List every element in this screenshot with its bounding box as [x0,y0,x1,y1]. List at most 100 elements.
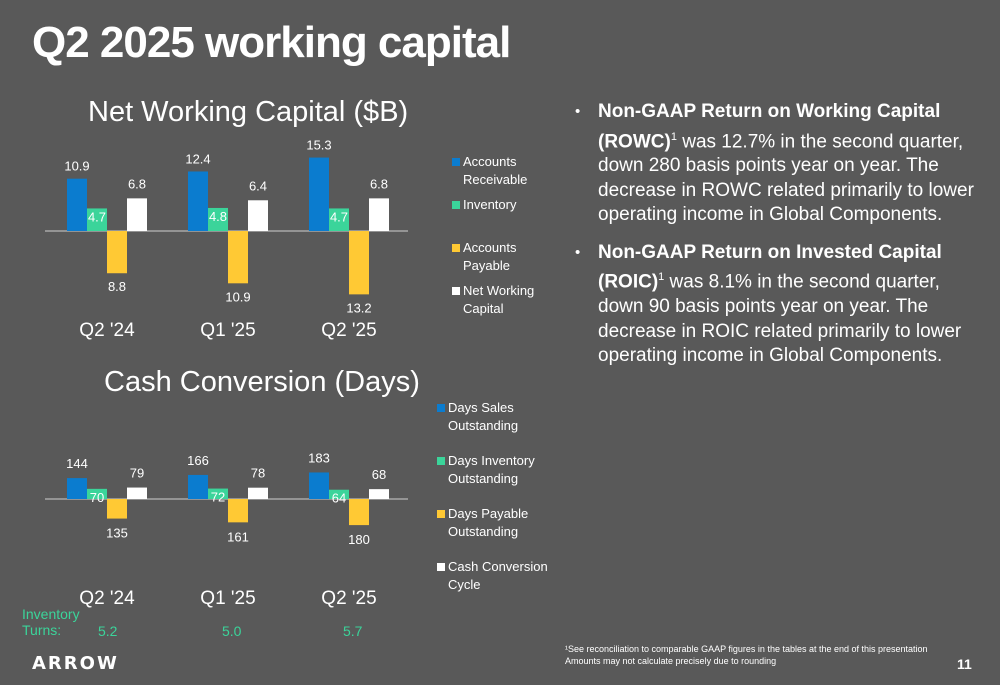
data-label: 4.8 [209,209,227,224]
data-label: 4.7 [330,209,348,224]
data-label: 15.3 [306,138,331,153]
bar [369,489,389,499]
data-label: 4.7 [88,209,106,224]
legend-item: Days Inventory Outstanding [437,452,552,505]
bar [208,488,228,499]
data-label: 166 [187,453,209,468]
bullet-text: Non-GAAP Return on Working Capital (ROWC… [598,100,975,228]
legend-swatch [452,158,460,166]
legend-item: Days Payable Outstanding [437,505,552,558]
category-label: Q2 '25 [321,320,376,341]
bullet-text: Non-GAAP Return on Invested Capital (ROI… [598,241,975,369]
legend-label: Net Working Capital [463,283,535,316]
bullet-heading: Non-GAAP Return on Working Capital (ROWC… [598,101,941,152]
bullet-dot-icon: • [575,243,581,261]
nwc-chart: 10.9 4.7 8.8 6.8 Q2 '24 12.4 4.8 10.9 6.4 Q1 '25 1… [45,138,408,341]
bullet-body: was 8.1% in the second quarter, down 90 … [598,271,962,367]
bar [228,231,248,284]
data-label: 13.2 [346,300,371,315]
bullet-heading: Non-GAAP Return on Invested Capital (ROI… [598,241,942,293]
bullet-item: • Non-GAAP Return on Working Capital (RO… [575,100,975,228]
nwc-legend: Accounts Receivable Inventory Accounts P… [452,153,562,325]
bar [228,499,248,523]
data-label: 10.9 [225,289,250,304]
legend-item: Accounts Payable [452,239,562,282]
footnote-marker: 1 [658,271,665,284]
bullet-item: • Non-GAAP Return on Invested Capital (R… [575,241,975,369]
legend-label: Accounts Receivable [463,154,528,187]
data-label: 64 [332,491,346,506]
data-label: 144 [66,456,88,471]
data-label: 6.8 [370,176,388,191]
legend-item: Cash Conversion Cycle [437,558,552,611]
nwc-chart-title: Net Working Capital ($B) [88,96,409,128]
inventory-turns-value: 5.0 [222,623,242,639]
inventory-turns-label: Inventory Turns: [22,606,80,638]
bar [107,499,127,519]
legend-swatch [437,404,445,412]
ccc-chart-title: Cash Conversion (Days) [104,366,420,398]
bar [309,472,329,499]
bar [87,488,107,499]
data-label: 10.9 [64,159,89,174]
bar [127,198,147,231]
legend-item: Inventory [452,196,562,239]
data-label: 78 [251,466,265,481]
bar [349,499,369,526]
data-label: 70 [90,490,104,505]
legend-item: Accounts Receivable [452,153,562,196]
footnote-marker: 1 [670,130,677,143]
legend-item: Days Sales Outstanding [437,399,552,452]
legend-swatch [437,457,445,465]
legend-label: Days Inventory Outstanding [448,453,535,486]
bullet-dot-icon: • [575,103,581,120]
footnote-line: Amounts may not calculate precisely due … [565,656,777,666]
data-label: 68 [372,467,386,482]
category-label: Q1 '25 [200,588,255,609]
bar [188,474,208,499]
legend-swatch [437,563,445,571]
category-label: Q2 '24 [79,320,135,341]
ccc-chart: 144 70 135 79 Q2 '24 166 72 161 78 Q1 '25 183 64 180… [45,450,408,609]
bullet-body: was 12.7% in the second quarter, down 28… [598,130,974,226]
bullet-list: • Non-GAAP Return on Working Capital (RO… [575,100,975,382]
bar [87,208,107,231]
data-label: 79 [130,466,144,481]
legend-label: Accounts Payable [463,240,517,273]
data-label: 183 [308,450,330,465]
legend-label: Cash Conversion Cycle [448,559,548,592]
bar [127,487,147,499]
logo-text: ARROW [32,653,119,674]
bar [329,208,349,231]
legend-swatch [452,287,460,295]
bar [188,171,208,231]
legend-swatch [452,244,460,252]
data-label: 6.8 [128,176,146,191]
bar [329,489,349,499]
slide-title: Q2 2025 working capital [32,18,511,67]
legend-swatch [437,510,445,518]
bar [369,198,389,231]
bar [67,178,87,231]
ccc-legend: Days Sales Outstanding Days Inventory Ou… [437,399,552,611]
data-label: 135 [106,526,128,541]
legend-swatch [452,201,460,209]
data-label: 161 [227,529,249,544]
bar [248,200,268,231]
category-label: Q2 '25 [321,588,376,609]
page-number: 11 [957,656,972,672]
legend-label: Inventory [463,197,517,212]
legend-item: Net Working Capital [452,282,562,325]
bar [67,478,87,499]
bar [208,207,228,231]
legend-label: Days Payable Outstanding [448,506,529,539]
category-label: Q1 '25 [200,320,255,341]
arrow-logo: ARROW [32,653,119,674]
data-label: 180 [348,532,370,547]
footnote: ¹See reconciliation to comparable GAAP f… [565,643,928,667]
bar [349,231,369,295]
category-label: Q2 '24 [79,588,135,609]
data-label: 72 [211,490,225,505]
bar [309,157,329,231]
data-label: 8.8 [108,279,126,294]
